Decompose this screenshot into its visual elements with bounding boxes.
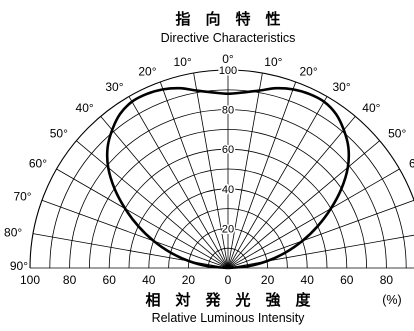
angle-tick-label: 90° bbox=[10, 259, 28, 273]
bottom-tick-label: 40 bbox=[142, 273, 156, 287]
grid-spoke bbox=[41, 199, 229, 269]
grid-spoke bbox=[227, 140, 380, 269]
bottom-tick-label: 40 bbox=[301, 273, 315, 287]
grid-spoke bbox=[159, 81, 229, 269]
bottom-tick-labels: 10080604020020406080100 bbox=[20, 273, 394, 287]
angle-tick-label: 50° bbox=[50, 127, 68, 141]
radial-tick-labels: 20 40 60 80 100 bbox=[217, 64, 238, 237]
chart-title: 指 向 特 性 bbox=[175, 10, 280, 28]
grid-spoke bbox=[227, 72, 263, 269]
radial-tick-label: 100 bbox=[219, 65, 237, 77]
grid-spoke bbox=[56, 168, 229, 269]
polar-grid bbox=[29, 69, 414, 269]
radiation-pattern-curve bbox=[105, 86, 351, 270]
radial-tick-label: 20 bbox=[222, 223, 234, 235]
grid-spoke bbox=[227, 81, 297, 269]
angle-tick-label: 70° bbox=[13, 190, 31, 204]
unit-label: (%) bbox=[382, 293, 401, 307]
bottom-tick-label: 0 bbox=[225, 273, 232, 287]
angle-tick-label: 20° bbox=[138, 65, 156, 79]
x-axis-label-en: Relative Luminous Intensity bbox=[152, 311, 306, 325]
angle-tick-label: 10° bbox=[264, 55, 282, 69]
x-axis-label: 相 対 発 光 強 度 bbox=[145, 291, 311, 309]
grid-spoke bbox=[128, 96, 229, 269]
angle-tick-label: 30° bbox=[105, 80, 123, 94]
radial-tick-label: 40 bbox=[222, 184, 234, 196]
angle-tick-label: 80° bbox=[4, 226, 22, 240]
angle-tick-label: 0° bbox=[222, 52, 234, 66]
bottom-tick-label: 60 bbox=[103, 273, 117, 287]
grid-spoke bbox=[193, 72, 229, 269]
grid-spoke bbox=[227, 116, 356, 269]
bottom-tick-label: 80 bbox=[63, 273, 77, 287]
angle-tick-label: 60° bbox=[409, 157, 414, 171]
chart-subtitle: Directive Characteristics bbox=[161, 31, 296, 45]
radial-tick-label: 60 bbox=[222, 144, 234, 156]
grid-spoke bbox=[76, 140, 229, 269]
grid-spoke bbox=[227, 168, 400, 269]
angle-tick-label: 40° bbox=[362, 101, 380, 115]
angle-tick-label: 40° bbox=[76, 101, 94, 115]
bottom-tick-label: 20 bbox=[261, 273, 275, 287]
bottom-tick-label: 60 bbox=[340, 273, 354, 287]
bottom-tick-label: 100 bbox=[20, 273, 40, 287]
series-line bbox=[105, 86, 351, 270]
bottom-tick-label: 80 bbox=[380, 273, 394, 287]
grid-spoke bbox=[100, 116, 229, 269]
radial-tick-label: 80 bbox=[222, 105, 234, 117]
bottom-tick-label: 20 bbox=[182, 273, 196, 287]
angle-tick-label: 10° bbox=[174, 55, 192, 69]
angle-tick-label: 60° bbox=[29, 157, 47, 171]
angle-tick-label: 30° bbox=[333, 80, 351, 94]
angle-tick-label: 50° bbox=[388, 127, 406, 141]
angle-tick-labels: 90° 80° 70° 60° 50° 40° 30° 20° 10° 0° 10° 20° 30° 40… bbox=[4, 52, 414, 273]
angle-tick-label: 20° bbox=[300, 65, 318, 79]
grid-spoke bbox=[227, 96, 328, 269]
grid-spoke bbox=[227, 199, 414, 269]
